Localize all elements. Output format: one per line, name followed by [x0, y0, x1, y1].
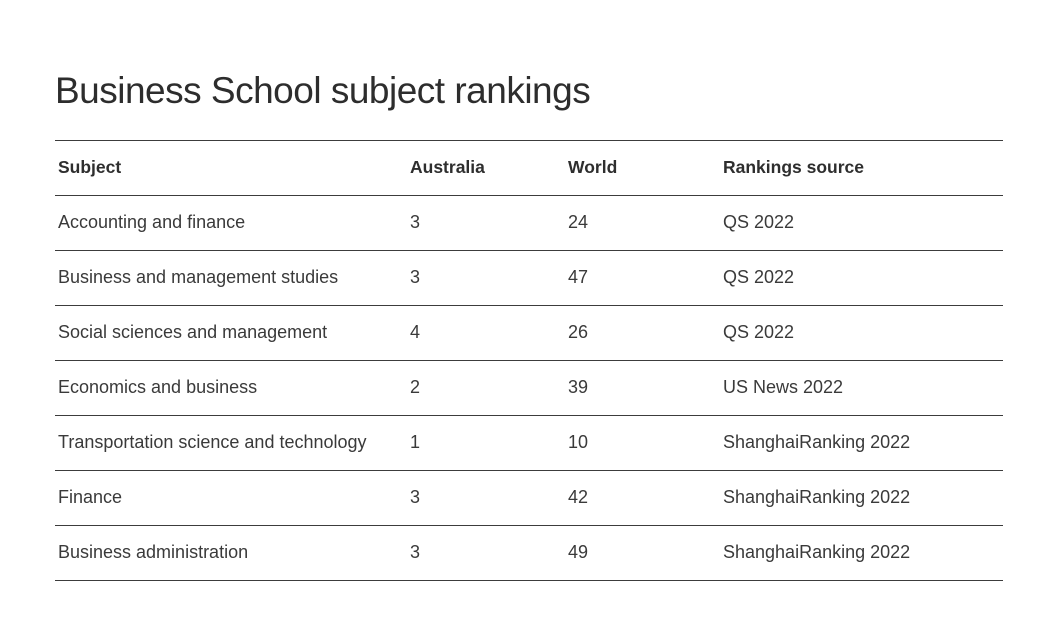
table-row: Economics and business 2 39 US News 2022: [55, 359, 1003, 416]
cell-australia: 1: [407, 414, 565, 471]
cell-source: ShanghaiRanking 2022: [720, 414, 1003, 471]
cell-world: 26: [565, 304, 720, 361]
table-row: Business and management studies 3 47 QS 202…: [55, 249, 1003, 306]
cell-australia: 3: [407, 524, 565, 581]
cell-source: US News 2022: [720, 359, 1003, 416]
table-row: Social sciences and management 4 26 QS 2022: [55, 304, 1003, 361]
cell-source: ShanghaiRanking 2022: [720, 524, 1003, 581]
cell-subject: Business administration: [55, 524, 407, 581]
column-header: Australia: [407, 139, 565, 196]
cell-world: 49: [565, 524, 720, 581]
table-row: Business administration 3 49 ShanghaiRankin…: [55, 524, 1003, 581]
cell-subject: Finance: [55, 469, 407, 526]
table-head: Subject Australia World Rankings source: [55, 139, 1003, 196]
rankings-table: Subject Australia World Rankings source Acc…: [55, 139, 1003, 581]
table-row: Finance 3 42 ShanghaiRanking 2022: [55, 469, 1003, 526]
cell-world: 42: [565, 469, 720, 526]
page: Business School subject rankings Subject…: [55, 70, 1003, 581]
table-header-row: Subject Australia World Rankings source: [55, 139, 1003, 196]
cell-source: QS 2022: [720, 249, 1003, 306]
cell-subject: Economics and business: [55, 359, 407, 416]
column-header: Rankings source: [720, 139, 1003, 196]
cell-subject: Transportation science and technology: [55, 414, 407, 471]
table-row: Accounting and finance 3 24 QS 2022: [55, 194, 1003, 251]
cell-source: QS 2022: [720, 194, 1003, 251]
cell-subject: Business and management studies: [55, 249, 407, 306]
cell-subject: Social sciences and management: [55, 304, 407, 361]
cell-australia: 2: [407, 359, 565, 416]
column-header: World: [565, 139, 720, 196]
cell-world: 47: [565, 249, 720, 306]
cell-world: 24: [565, 194, 720, 251]
cell-australia: 4: [407, 304, 565, 361]
cell-subject: Accounting and finance: [55, 194, 407, 251]
cell-australia: 3: [407, 249, 565, 306]
cell-world: 10: [565, 414, 720, 471]
table-body: Accounting and finance 3 24 QS 2022 Business…: [55, 194, 1003, 581]
cell-australia: 3: [407, 194, 565, 251]
column-header: Subject: [55, 139, 407, 196]
cell-australia: 3: [407, 469, 565, 526]
cell-source: ShanghaiRanking 2022: [720, 469, 1003, 526]
table-row: Transportation science and technology 1 10…: [55, 414, 1003, 471]
page-title: Business School subject rankings: [55, 70, 591, 111]
cell-source: QS 2022: [720, 304, 1003, 361]
cell-world: 39: [565, 359, 720, 416]
